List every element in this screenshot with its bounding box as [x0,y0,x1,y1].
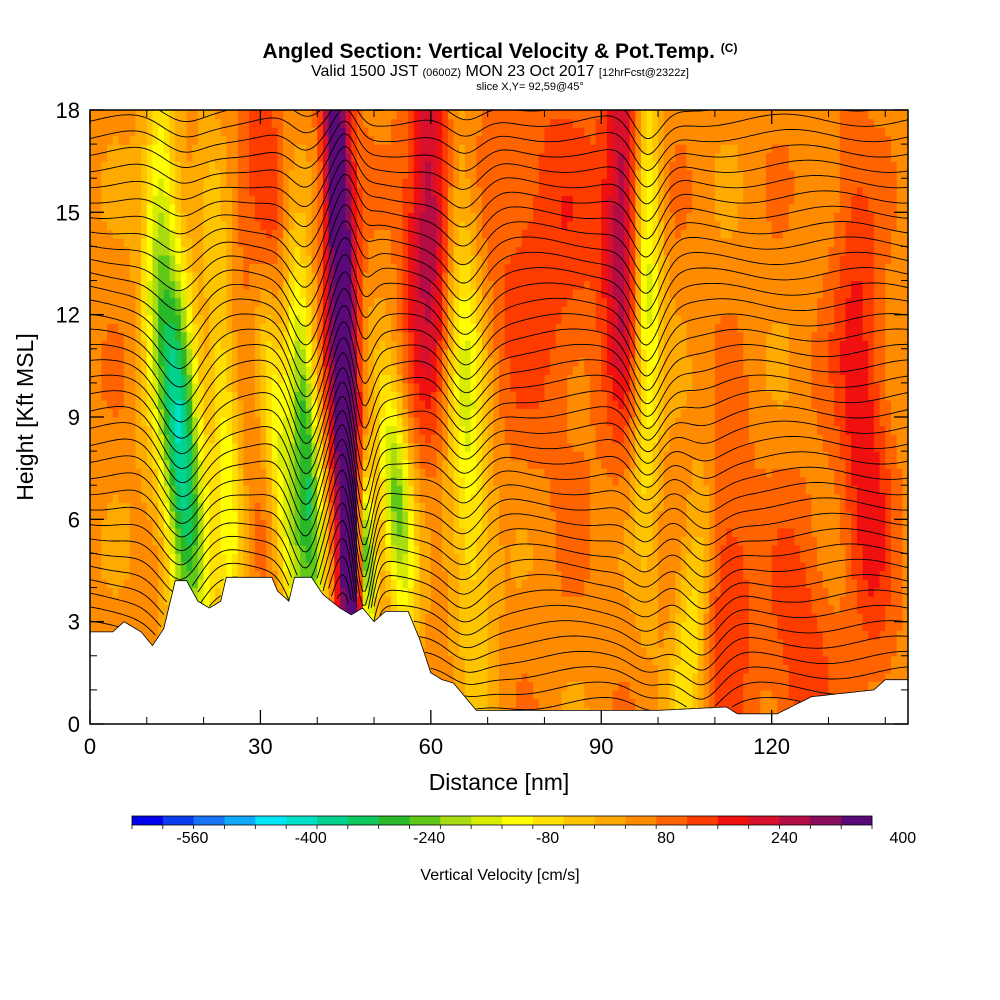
colorbar-tick-label: -240 [413,830,445,847]
terrain-profile [90,576,908,724]
colorbar-tick-label: -80 [536,830,559,847]
colorbar-swatch [563,816,595,825]
y-tick-label: 18 [56,98,80,123]
colorbar-swatch [625,816,657,825]
colorbar-swatch [687,816,719,825]
y-tick-label: 3 [68,610,80,635]
colorbar-swatch [532,816,564,825]
x-tick-label: 90 [589,734,613,759]
colorbar-swatch [502,816,534,825]
colorbar-tick-label: -560 [176,830,208,847]
x-tick-label: 120 [753,734,790,759]
colorbar-swatch [748,816,780,825]
y-tick-label: 0 [68,712,80,737]
colorbar-swatch [378,816,410,825]
y-tick-label: 12 [56,303,80,328]
x-axis-label: Distance [nm] [429,769,570,795]
colorbar: -560 -400 -240 -80 80 240 400 [131,815,916,847]
colorbar-swatch [841,816,873,825]
colorbar-tick-label: 80 [657,830,675,847]
colorbar-swatch [193,816,225,825]
x-axis: 0 30 60 90 120 [84,110,886,759]
colorbar-label: Vertical Velocity [cm/s] [420,867,579,884]
colorbar-swatch [779,816,811,825]
y-tick-label: 15 [56,200,80,225]
x-tick-label: 30 [248,734,272,759]
colorbar-swatch [286,816,318,825]
colorbar-swatch [347,816,379,825]
colorbar-swatch [810,816,842,825]
colorbar-swatch [440,816,472,825]
x-tick-label: 60 [419,734,443,759]
colorbar-swatch [409,816,441,825]
colorbar-swatch [162,816,194,825]
terrain-mask [90,576,908,724]
colorbar-swatch [224,816,256,825]
colorbar-swatch [471,816,503,825]
slice-note: slice X,Y= 92,59@45° [476,81,584,93]
colorbar-tick-label: 400 [889,830,916,847]
colorbar-tick-label: -400 [295,830,327,847]
y-axis: 0 3 6 9 12 15 18 [56,98,908,737]
chart-subtitle: Valid 1500 JST (0600Z) MON 23 Oct 2017 [… [311,63,689,80]
x-tick-label: 0 [84,734,96,759]
colorbar-swatch [717,816,749,825]
chart-title-block: Angled Section: Vertical Velocity & Pot.… [0,36,1000,93]
colorbar-swatch [132,816,164,825]
y-tick-label: 9 [68,405,80,430]
chart-title: Angled Section: Vertical Velocity & Pot.… [262,40,738,63]
colorbar-tick-label: 240 [771,830,798,847]
colorbar-swatch [317,816,349,825]
y-axis-label: Height [Kft MSL] [12,333,38,500]
y-tick-label: 6 [68,507,80,532]
colorbar-swatch [594,816,626,825]
colorbar-swatch [656,816,688,825]
colorbar-swatch [255,816,287,825]
